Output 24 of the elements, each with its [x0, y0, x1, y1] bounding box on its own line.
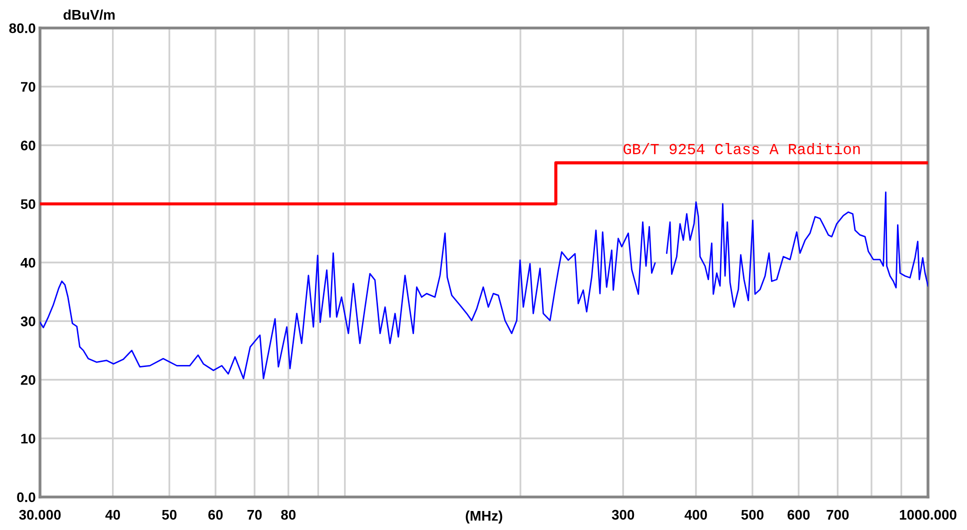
y-tick-label: 20: [20, 375, 36, 385]
y-tick-label: 30: [20, 316, 36, 326]
series-label: GB/T 9254 Class A Radition: [624, 143, 860, 154]
x-tick-label: 50: [162, 510, 177, 520]
y-tick-label: 80.0: [9, 23, 36, 34]
x-tick-label: 40: [105, 510, 120, 520]
y-tick-label: 10: [21, 434, 36, 444]
x-tick-label: 60: [208, 510, 223, 520]
x-tick-label: 400: [684, 510, 707, 520]
y-tick-label: 40: [20, 258, 36, 268]
y-tick-label: 70: [20, 82, 36, 92]
x-tick-label: 80: [281, 510, 296, 520]
x-tick-label: 700: [826, 510, 849, 520]
y-axis-title: dBuV/m: [64, 10, 115, 20]
y-tick-label: 60: [20, 140, 36, 150]
x-tick-label: 1000.000: [900, 510, 956, 520]
x-tick-label: 70: [247, 510, 262, 520]
x-tick-label: 500: [741, 510, 764, 520]
y-tick-label: 50: [20, 199, 36, 210]
x-tick-label: 30.000: [19, 510, 61, 520]
x-tick-label: 600: [788, 510, 810, 520]
x-tick-label: 300: [612, 510, 634, 520]
x-axis-title: (MHz): [466, 510, 502, 524]
y-tick-label: 0.0: [17, 492, 36, 502]
